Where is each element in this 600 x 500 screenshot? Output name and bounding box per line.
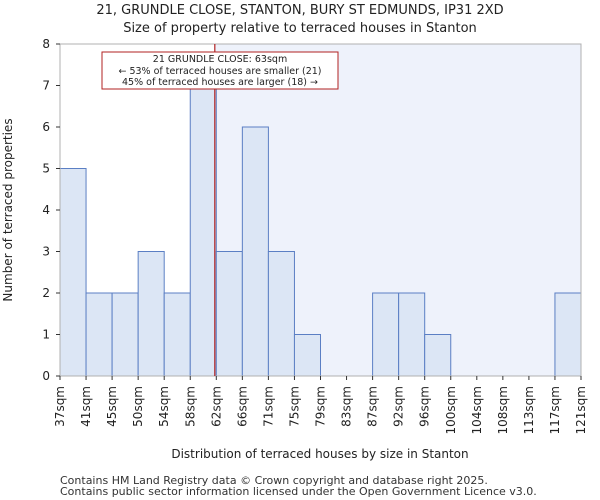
x-tick-label: 58sqm	[183, 386, 197, 427]
bar-96sqm	[424, 334, 452, 377]
x-tick-label: 104sqm	[470, 386, 484, 434]
footer-line-2: Contains public sector information licen…	[60, 485, 537, 498]
y-axis: 0 1 2 3 4 5 6 7 8	[42, 37, 60, 383]
annotation-line-1: 21 GRUNDLE CLOSE: 63sqm	[153, 54, 287, 65]
x-tick-label: 83sqm	[340, 386, 354, 427]
annotation-box: 21 GRUNDLE CLOSE: 63sqm ← 53% of terrace…	[101, 51, 339, 90]
bar-45sqm	[111, 292, 139, 377]
y-tick-label: 5	[42, 162, 50, 176]
chart-subtitle: Size of property relative to terraced ho…	[123, 21, 477, 36]
bar-54sqm	[163, 292, 191, 377]
bar-92sqm	[398, 292, 426, 377]
x-axis-label: Distribution of terraced houses by size …	[171, 447, 468, 461]
x-tick-label: 92sqm	[392, 386, 406, 427]
x-tick-label: 66sqm	[235, 386, 249, 427]
y-tick-label: 8	[42, 37, 50, 51]
x-tick-label: 100sqm	[444, 386, 458, 434]
x-tick-label: 96sqm	[418, 386, 432, 427]
x-tick-label: 37sqm	[53, 386, 67, 427]
bar-62sqm	[215, 251, 243, 377]
x-tick-label: 113sqm	[522, 386, 536, 434]
chart-title: 21, GRUNDLE CLOSE, STANTON, BURY ST EDMU…	[96, 3, 503, 18]
x-tick-label: 79sqm	[314, 386, 328, 427]
bar-58sqm	[189, 85, 217, 377]
bar-71sqm	[267, 251, 295, 377]
x-tick-label: 108sqm	[496, 386, 510, 434]
x-tick-label: 117sqm	[548, 386, 562, 434]
annotation-line-2: ← 53% of terraced houses are smaller (21…	[118, 66, 321, 77]
bar-41sqm	[85, 292, 113, 377]
x-tick-label: 41sqm	[79, 386, 93, 427]
x-tick-label: 75sqm	[287, 386, 301, 427]
bar-37sqm	[59, 168, 87, 377]
y-tick-label: 6	[42, 120, 50, 134]
y-tick-label: 4	[42, 203, 50, 217]
y-axis-label: Number of terraced properties	[1, 118, 15, 301]
annotation-frame	[101, 51, 339, 90]
bar-117sqm	[554, 292, 582, 377]
x-axis: 37sqm 41sqm 45sqm 50sqm 54sqm 58sqm 62sqm 66sqm…	[53, 376, 588, 434]
x-tick-label: 50sqm	[131, 386, 145, 427]
bar-66sqm	[241, 126, 269, 377]
bar-75sqm	[293, 334, 322, 377]
y-tick-label: 1	[42, 328, 50, 342]
bars-group	[59, 85, 582, 377]
y-tick-label: 3	[42, 245, 50, 259]
y-tick-label: 0	[42, 369, 50, 383]
x-tick-label: 71sqm	[261, 386, 275, 427]
footer-line-1: Contains HM Land Registry data © Crown c…	[60, 474, 488, 487]
y-tick-label: 2	[42, 286, 50, 300]
bar-50sqm	[137, 251, 165, 377]
x-tick-label: 54sqm	[157, 386, 171, 427]
x-tick-label: 87sqm	[366, 386, 380, 427]
y-tick-label: 7	[42, 79, 50, 93]
x-tick-label: 121sqm	[574, 386, 588, 434]
x-tick-label: 62sqm	[209, 386, 223, 427]
bar-87sqm	[372, 292, 400, 377]
annotation-line-3: 45% of terraced houses are larger (18) →	[122, 77, 318, 88]
x-tick-label: 45sqm	[105, 386, 119, 427]
